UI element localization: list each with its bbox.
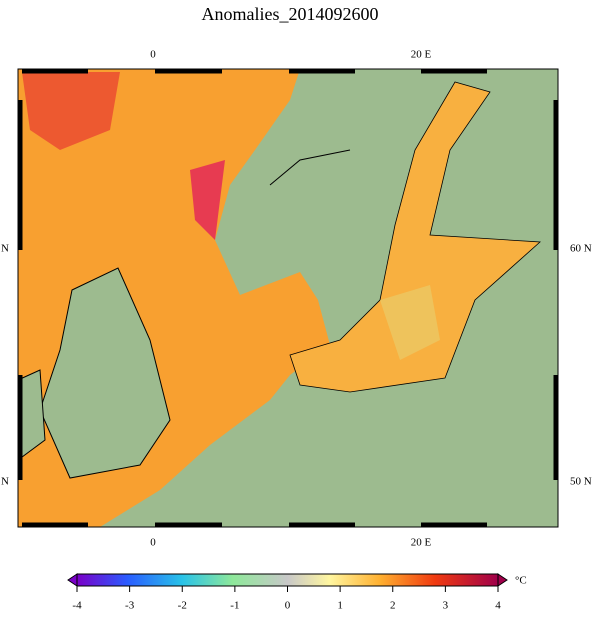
lon-label: 20 E <box>411 49 432 61</box>
great-britain <box>39 267 171 479</box>
warm-patch <box>190 160 225 240</box>
lon-label: 0 <box>150 49 156 61</box>
map <box>17 69 558 527</box>
colorbar-tick-label: 4 <box>495 600 501 612</box>
colorbar-tick-label: 3 <box>443 600 449 612</box>
title: Anomalies_2014092600 <box>202 4 379 24</box>
colorbar-tick-label: -3 <box>125 600 135 612</box>
lat-label: N <box>1 243 9 255</box>
colorbar-arrow <box>497 573 508 587</box>
warm-patch <box>22 72 120 150</box>
lat-label: 60 N <box>570 243 592 255</box>
colorbar-bar <box>76 573 499 587</box>
frame-ticks <box>17 68 559 528</box>
colorbar-tick-label: -2 <box>178 600 187 612</box>
colorbar-arrow <box>67 573 78 587</box>
map-frame <box>17 68 559 528</box>
baltic-sea <box>289 81 541 393</box>
colorbar-unit: °C <box>515 575 527 587</box>
cool-patch <box>380 285 440 360</box>
lat-label: 50 N <box>570 476 592 488</box>
colorbar-tick-label: 2 <box>390 600 396 612</box>
colorbar: °C -4 -3 -2 -1 0 1 2 3 4 <box>67 573 527 612</box>
lon-label: 20 E <box>411 537 432 549</box>
coastline <box>269 149 351 186</box>
colorbar-tick-label: 1 <box>337 600 343 612</box>
colorbar-tick-label: 0 <box>285 600 291 612</box>
colorbar-tick-label: -1 <box>230 600 239 612</box>
lon-label: 0 <box>150 537 156 549</box>
colorbar-tick-label: -4 <box>72 600 82 612</box>
lat-label: N <box>1 476 9 488</box>
